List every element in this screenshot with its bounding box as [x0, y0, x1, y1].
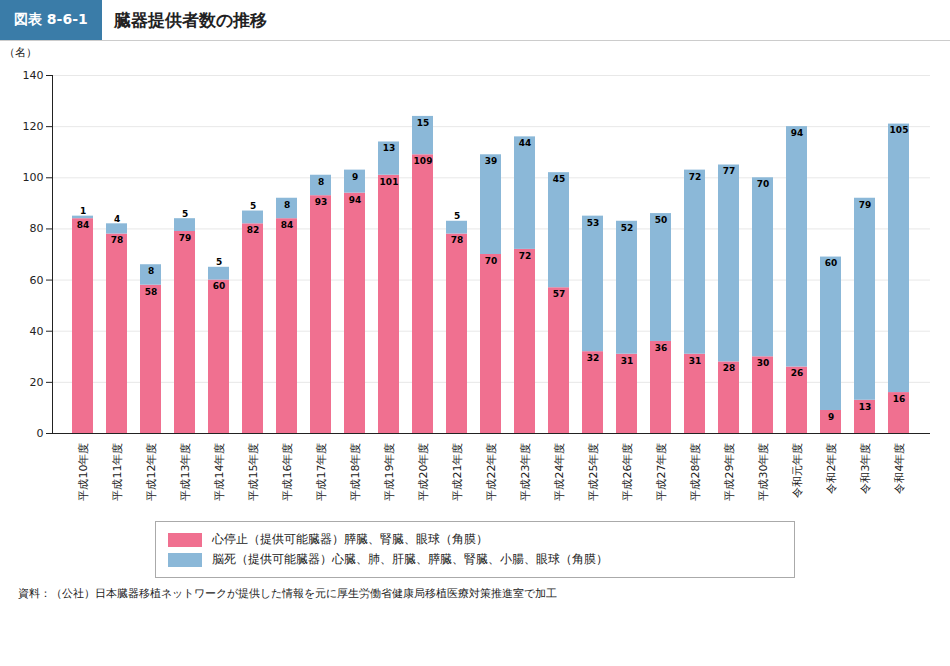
svg-text:77: 77 [723, 166, 736, 176]
html-text:脳死（提供可能臓器）心臓、肺、肝臓、膵臓、腎臓、小腸、眼球（: 脳死（提供可能臓器）心臓、肺、肝臓、膵臓、腎臓、小腸、眼球（角膜） [212, 552, 608, 566]
svg-text:平成20年度: 平成20年度 [417, 443, 430, 501]
svg-text:52: 52 [621, 223, 634, 233]
svg-text:80: 80 [30, 222, 44, 235]
svg-text:72: 72 [689, 172, 702, 182]
svg-text:平成26年度: 平成26年度 [621, 443, 634, 501]
svg-text:4: 4 [114, 214, 120, 224]
svg-text:5: 5 [182, 209, 188, 219]
svg-text:平成21年度: 平成21年度 [451, 443, 464, 501]
svg-text:平成29年度: 平成29年度 [723, 443, 736, 501]
svg-text:5: 5 [216, 257, 222, 267]
svg-text:平成24年度: 平成24年度 [553, 443, 566, 501]
svg-text:53: 53 [587, 218, 600, 228]
svg-text:（名）: （名） [4, 46, 37, 59]
svg-text:平成19年度: 平成19年度 [383, 443, 396, 501]
svg-text:1: 1 [80, 206, 86, 216]
svg-text:平成10年度: 平成10年度 [77, 443, 90, 501]
svg-text:5: 5 [454, 211, 460, 221]
svg-text:58: 58 [145, 287, 158, 297]
svg-text:105: 105 [890, 125, 909, 135]
svg-text:100: 100 [23, 171, 44, 184]
svg-text:79: 79 [859, 200, 872, 210]
svg-text:平成14年度: 平成14年度 [213, 443, 226, 501]
svg-text:令和2年度: 令和2年度 [825, 443, 838, 494]
svg-text:令和3年度: 令和3年度 [859, 443, 872, 494]
svg-text:70: 70 [757, 179, 770, 189]
svg-text:平成28年度: 平成28年度 [689, 443, 702, 501]
svg-text:9: 9 [828, 412, 834, 422]
svg-text:13: 13 [383, 143, 396, 153]
html-text:心停止（提供可能臓器）膵臓、腎臓、眼球（角膜）: 心停止（提供可能臓器）膵臓、腎臓、眼球（角膜） [212, 532, 488, 546]
svg-text:50: 50 [655, 215, 668, 225]
svg-text:40: 40 [30, 325, 44, 338]
svg-text:8: 8 [148, 266, 154, 276]
svg-text:84: 84 [77, 220, 90, 230]
svg-text:令和元年度: 令和元年度 [791, 443, 804, 498]
svg-text:31: 31 [689, 356, 702, 366]
svg-text:44: 44 [519, 138, 532, 148]
svg-text:平成15年度: 平成15年度 [247, 443, 260, 501]
svg-text:94: 94 [791, 128, 804, 138]
svg-text:30: 30 [757, 358, 770, 368]
svg-text:平成18年度: 平成18年度 [349, 443, 362, 501]
svg-text:101: 101 [380, 177, 399, 187]
svg-text:36: 36 [655, 343, 668, 353]
svg-text:0: 0 [37, 427, 44, 440]
svg-text:82: 82 [247, 225, 260, 235]
svg-text:平成12年度: 平成12年度 [145, 443, 158, 501]
svg-text:15: 15 [417, 118, 430, 128]
svg-text:39: 39 [485, 156, 498, 166]
svg-text:72: 72 [519, 251, 532, 261]
svg-text:平成13年度: 平成13年度 [179, 443, 192, 501]
svg-text:79: 79 [179, 233, 192, 243]
svg-text:平成17年度: 平成17年度 [315, 443, 328, 501]
svg-text:平成22年度: 平成22年度 [485, 443, 498, 501]
svg-text:60: 60 [30, 274, 44, 287]
svg-text:20: 20 [30, 376, 44, 389]
svg-text:13: 13 [859, 402, 872, 412]
svg-text:31: 31 [621, 356, 634, 366]
svg-text:60: 60 [213, 281, 226, 291]
svg-text:84: 84 [281, 220, 294, 230]
svg-text:5: 5 [250, 201, 256, 211]
svg-text:平成25年度: 平成25年度 [587, 443, 600, 501]
svg-text:109: 109 [414, 156, 433, 166]
svg-text:9: 9 [352, 172, 358, 182]
svg-text:平成30年度: 平成30年度 [757, 443, 770, 501]
svg-text:70: 70 [485, 256, 498, 266]
html-text:図表 8-6-1: 図表 8-6-1 [14, 11, 88, 27]
svg-text:94: 94 [349, 195, 362, 205]
svg-text:78: 78 [451, 235, 464, 245]
svg-text:平成23年度: 平成23年度 [519, 443, 532, 501]
svg-text:45: 45 [553, 174, 566, 184]
svg-text:8: 8 [318, 177, 324, 187]
svg-text:平成27年度: 平成27年度 [655, 443, 668, 501]
svg-text:57: 57 [553, 289, 566, 299]
svg-text:平成16年度: 平成16年度 [281, 443, 294, 501]
svg-text:令和4年度: 令和4年度 [893, 443, 906, 494]
svg-text:28: 28 [723, 363, 736, 373]
svg-text:93: 93 [315, 197, 328, 207]
svg-text:120: 120 [23, 120, 44, 133]
svg-text:32: 32 [587, 353, 600, 363]
svg-text:26: 26 [791, 368, 804, 378]
svg-text:60: 60 [825, 258, 838, 268]
html-text:臓器提供者数の推移: 臓器提供者数の推移 [113, 9, 267, 30]
svg-text:78: 78 [111, 235, 124, 245]
svg-text:140: 140 [23, 69, 44, 82]
html-text:資料：（公社）日本臓器移植ネットワークが提供した情報を元に厚: 資料：（公社）日本臓器移植ネットワークが提供した情報を元に厚生労働省健康局移植医… [18, 587, 557, 600]
svg-text:平成11年度: 平成11年度 [111, 443, 124, 501]
svg-text:16: 16 [893, 394, 906, 404]
svg-text:8: 8 [284, 200, 290, 210]
